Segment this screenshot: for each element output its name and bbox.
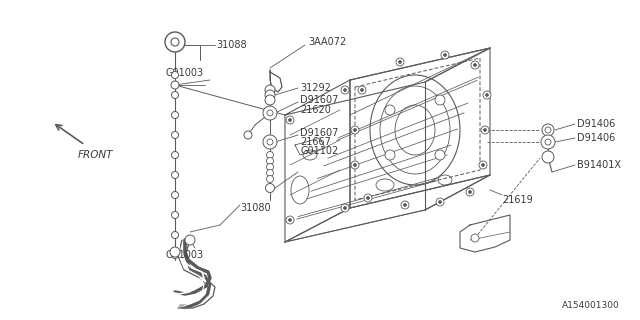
- Circle shape: [165, 32, 185, 52]
- Circle shape: [364, 194, 372, 202]
- Circle shape: [172, 92, 179, 99]
- Text: 3AA072: 3AA072: [308, 37, 346, 47]
- Circle shape: [244, 131, 252, 139]
- Circle shape: [266, 175, 273, 182]
- Circle shape: [341, 204, 349, 212]
- Circle shape: [266, 170, 273, 177]
- Circle shape: [267, 110, 273, 116]
- Circle shape: [542, 124, 554, 136]
- Circle shape: [367, 196, 369, 199]
- Circle shape: [385, 150, 395, 160]
- Circle shape: [541, 135, 555, 149]
- Circle shape: [172, 151, 179, 158]
- Circle shape: [483, 91, 491, 99]
- Circle shape: [185, 235, 195, 245]
- Circle shape: [471, 234, 479, 242]
- Circle shape: [344, 206, 346, 210]
- Circle shape: [435, 150, 445, 160]
- Circle shape: [266, 164, 273, 171]
- Circle shape: [172, 212, 179, 219]
- Text: 31088: 31088: [216, 40, 246, 50]
- Text: D91607: D91607: [300, 95, 339, 105]
- Circle shape: [358, 86, 366, 94]
- Circle shape: [438, 201, 442, 204]
- Circle shape: [474, 63, 477, 67]
- Circle shape: [385, 105, 395, 115]
- Circle shape: [286, 216, 294, 224]
- Text: A154001300: A154001300: [563, 301, 620, 310]
- Text: D91406: D91406: [577, 133, 615, 143]
- Circle shape: [471, 61, 479, 69]
- Circle shape: [481, 126, 489, 134]
- Circle shape: [172, 71, 179, 78]
- Circle shape: [172, 111, 179, 118]
- Circle shape: [542, 151, 554, 163]
- Circle shape: [399, 60, 401, 63]
- Text: B91401X: B91401X: [577, 160, 621, 170]
- Circle shape: [172, 191, 179, 198]
- Circle shape: [263, 135, 277, 149]
- Circle shape: [351, 161, 359, 169]
- Text: 21620: 21620: [300, 105, 331, 115]
- Circle shape: [353, 164, 356, 166]
- Circle shape: [265, 95, 275, 105]
- Circle shape: [468, 190, 472, 194]
- Circle shape: [353, 129, 356, 132]
- Text: 21619: 21619: [502, 195, 532, 205]
- Circle shape: [172, 252, 179, 259]
- Circle shape: [172, 231, 179, 238]
- Circle shape: [172, 132, 179, 139]
- Circle shape: [289, 118, 291, 122]
- Text: D91406: D91406: [577, 119, 615, 129]
- Circle shape: [435, 95, 445, 105]
- Text: FRONT: FRONT: [78, 150, 113, 160]
- Circle shape: [403, 204, 406, 206]
- Circle shape: [483, 129, 486, 132]
- Circle shape: [479, 161, 487, 169]
- Circle shape: [360, 89, 364, 92]
- Text: G01102: G01102: [300, 146, 339, 156]
- Circle shape: [263, 106, 277, 120]
- Text: G91003: G91003: [165, 68, 203, 78]
- Circle shape: [396, 58, 404, 66]
- Circle shape: [344, 89, 346, 92]
- Circle shape: [545, 139, 551, 145]
- Circle shape: [341, 86, 349, 94]
- Text: 31080: 31080: [240, 203, 271, 213]
- Circle shape: [171, 38, 179, 46]
- Circle shape: [545, 127, 551, 133]
- Circle shape: [289, 219, 291, 221]
- Circle shape: [481, 164, 484, 166]
- Circle shape: [466, 188, 474, 196]
- Text: G91003: G91003: [165, 250, 203, 260]
- Circle shape: [266, 151, 273, 158]
- Circle shape: [286, 116, 294, 124]
- Text: 21667: 21667: [300, 137, 331, 147]
- Circle shape: [266, 157, 273, 164]
- Circle shape: [265, 85, 275, 95]
- Circle shape: [441, 51, 449, 59]
- Circle shape: [171, 81, 179, 89]
- Text: D91607: D91607: [300, 128, 339, 138]
- Circle shape: [401, 201, 409, 209]
- Circle shape: [172, 172, 179, 179]
- Circle shape: [436, 198, 444, 206]
- Circle shape: [265, 90, 275, 100]
- Circle shape: [266, 183, 275, 193]
- Circle shape: [351, 126, 359, 134]
- Circle shape: [170, 247, 180, 257]
- Circle shape: [267, 139, 273, 145]
- Text: 31292: 31292: [300, 83, 331, 93]
- Circle shape: [444, 53, 447, 57]
- Circle shape: [486, 93, 488, 97]
